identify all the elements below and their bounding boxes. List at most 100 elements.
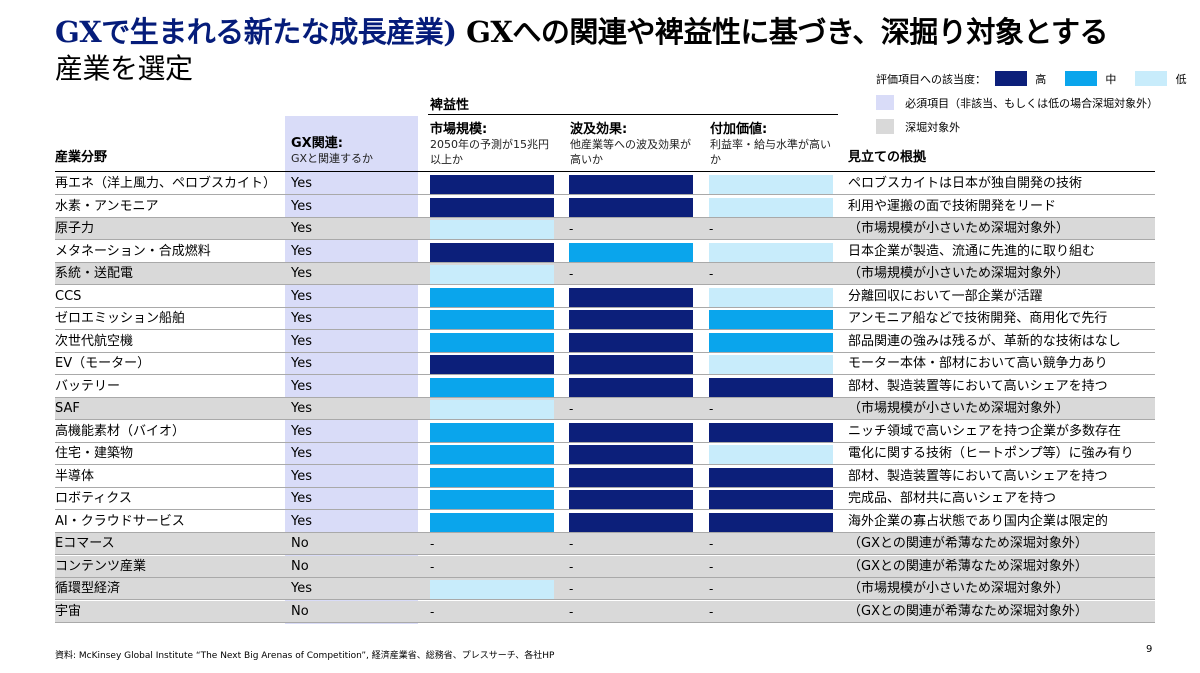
- market-rating-bar: [430, 355, 554, 374]
- industry-name: 水素・アンモニア: [55, 198, 159, 214]
- rationale-text: （GXとの関連が希薄なため深堀対象外）: [848, 536, 1088, 551]
- header-gx: GX関連: GXと関連するか: [291, 136, 373, 166]
- row-separator: [55, 509, 1155, 510]
- gx-relevance: Yes: [291, 288, 312, 304]
- ripple-rating-na: -: [569, 267, 574, 281]
- industry-name: 半導体: [55, 468, 95, 484]
- row-separator: [55, 464, 1155, 465]
- rationale-text: （GXとの関連が希薄なため深堀対象外）: [848, 603, 1088, 619]
- ripple-rating-bar: [569, 355, 693, 374]
- market-rating-bar: [430, 332, 554, 352]
- table-row: バッテリー Yes 部材、製造装置等において高いシェアを持つ: [55, 376, 1155, 398]
- gx-relevance: Yes: [291, 581, 312, 596]
- header-ripple-title: 波及効果:: [570, 122, 628, 137]
- header-market: 市場規模: 2050年の予測が15兆円以上か: [430, 122, 558, 167]
- header-rationale: 見立ての根拠: [848, 150, 927, 165]
- row-separator: [55, 351, 1155, 353]
- header-ripple: 波及効果: 他産業等への波及効果が高いか: [570, 122, 696, 167]
- gx-relevance: Yes: [291, 243, 312, 259]
- value-rating-bar: [709, 355, 833, 374]
- value-rating-bar: [709, 332, 833, 352]
- ripple-rating-bar: [569, 287, 693, 307]
- ripple-rating-na: -: [569, 402, 574, 416]
- industry-name: ゼロエミッション船舶: [55, 311, 186, 326]
- row-separator: [55, 531, 1155, 533]
- row-separator: [55, 441, 1155, 443]
- table-row: ゼロエミッション船舶 Yes アンモニア船などで技術開発、商用化で先行: [55, 308, 1155, 330]
- value-rating-bar: [709, 445, 833, 464]
- market-rating-bar: [430, 490, 554, 509]
- gx-relevance: Yes: [291, 356, 312, 371]
- ripple-rating-bar: [569, 310, 693, 329]
- market-rating-na: -: [430, 537, 435, 551]
- value-rating-na: -: [709, 267, 714, 281]
- rationale-text: （市場規模が小さいため深堀対象外）: [848, 581, 1070, 596]
- industry-name: AI・クラウドサービス: [55, 513, 185, 529]
- ripple-rating-na: -: [569, 222, 574, 236]
- value-rating-na: -: [709, 559, 714, 574]
- title-part1: GXで生まれる新たな成長産業): [55, 15, 457, 49]
- market-rating-bar: [430, 175, 554, 194]
- rationale-text: 海外企業の寡占状態であり国内企業は限定的: [848, 513, 1108, 529]
- row-separator: [55, 576, 1155, 578]
- row-separator: [55, 216, 1155, 218]
- market-rating-bar: [430, 242, 554, 262]
- value-rating-bar: [709, 310, 833, 329]
- header-value-sub: 利益率・給与水準が高いか: [710, 138, 831, 166]
- slide-title: GXで生まれる新たな成長産業) GXへの関連や裨益性に基づき、深掘り対象とする …: [55, 14, 1165, 87]
- industry-name: 住宅・建築物: [55, 446, 134, 461]
- legend-mid-swatch: [1065, 71, 1098, 86]
- table-row: SAF Yes - - （市場規模が小さいため深堀対象外）: [55, 398, 1155, 420]
- header-benefit-group: 裨益性: [430, 98, 470, 113]
- header-bottom-rule: [55, 171, 1155, 172]
- market-rating-bar: [430, 377, 554, 397]
- row-separator: [55, 599, 1155, 600]
- legend-high-swatch: [995, 71, 1028, 86]
- legend-required-swatch: [876, 95, 894, 110]
- ripple-rating-na: -: [569, 537, 574, 551]
- legend-excluded-swatch: [876, 119, 894, 134]
- industry-name: EV（モーター）: [55, 356, 151, 371]
- rationale-text: （市場規模が小さいため深堀対象外）: [848, 266, 1070, 281]
- gx-relevance: Yes: [291, 378, 312, 394]
- header-gx-sub: GXと関連するか: [291, 152, 374, 165]
- rationale-text: （市場規模が小さいため深堀対象外）: [848, 221, 1070, 236]
- ripple-rating-bar: [569, 445, 693, 464]
- legend-eval-label: 評価項目への該当度：: [876, 73, 986, 86]
- industry-name: コンテンツ産業: [55, 558, 147, 574]
- header-market-title: 市場規模:: [430, 122, 488, 137]
- table-row: メタネーション・合成燃料 Yes 日本企業が製造、流通に先進的に取り組む: [55, 241, 1155, 263]
- header-industry: 産業分野: [55, 150, 108, 165]
- rationale-text: ニッチ領域で高いシェアを持つ企業が多数存在: [848, 423, 1122, 439]
- gx-relevance: Yes: [291, 266, 312, 281]
- value-rating-na: -: [709, 402, 714, 416]
- rationale-text: （市場規模が小さいため深堀対象外）: [848, 401, 1070, 416]
- rationale-text: 分離回収において一部企業が活躍: [848, 288, 1043, 304]
- rationale-text: 部材、製造装置等において高いシェアを持つ: [848, 468, 1108, 484]
- table-row: 高機能素材（バイオ） Yes ニッチ領域で高いシェアを持つ企業が多数存在: [55, 421, 1155, 443]
- gx-relevance: Yes: [291, 221, 312, 236]
- market-rating-bar: [430, 445, 554, 464]
- gx-relevance: Yes: [291, 423, 312, 439]
- legend-low-label: 低: [1175, 73, 1187, 86]
- ripple-rating-na: -: [569, 559, 574, 574]
- ripple-rating-bar: [569, 175, 693, 194]
- market-rating-bar: [430, 310, 554, 329]
- industry-name: ロボティクス: [55, 491, 132, 506]
- header-gx-title: GX関連:: [291, 136, 343, 151]
- industry-name: メタネーション・合成燃料: [55, 243, 211, 259]
- header-value: 付加価値: 利益率・給与水準が高いか: [710, 122, 836, 167]
- header-value-title: 付加価値:: [710, 122, 768, 137]
- title-part2: GXへの関連や裨益性に基づき、深掘り対象とする: [466, 15, 1108, 49]
- value-rating-bar: [709, 175, 833, 194]
- gx-relevance: Yes: [291, 468, 312, 484]
- ripple-rating-bar: [569, 422, 693, 442]
- value-rating-bar: [709, 287, 833, 307]
- rationale-text: 部品関連の強みは残るが、革新的な技術はなし: [848, 333, 1121, 349]
- market-rating-bar: [430, 580, 554, 599]
- row-separator: [55, 329, 1155, 330]
- table-row: CCS Yes 分離回収において一部企業が活躍: [55, 286, 1155, 308]
- gx-relevance: No: [291, 603, 309, 619]
- industry-name: 高機能素材（バイオ）: [55, 423, 186, 439]
- industry-name: SAF: [55, 401, 80, 416]
